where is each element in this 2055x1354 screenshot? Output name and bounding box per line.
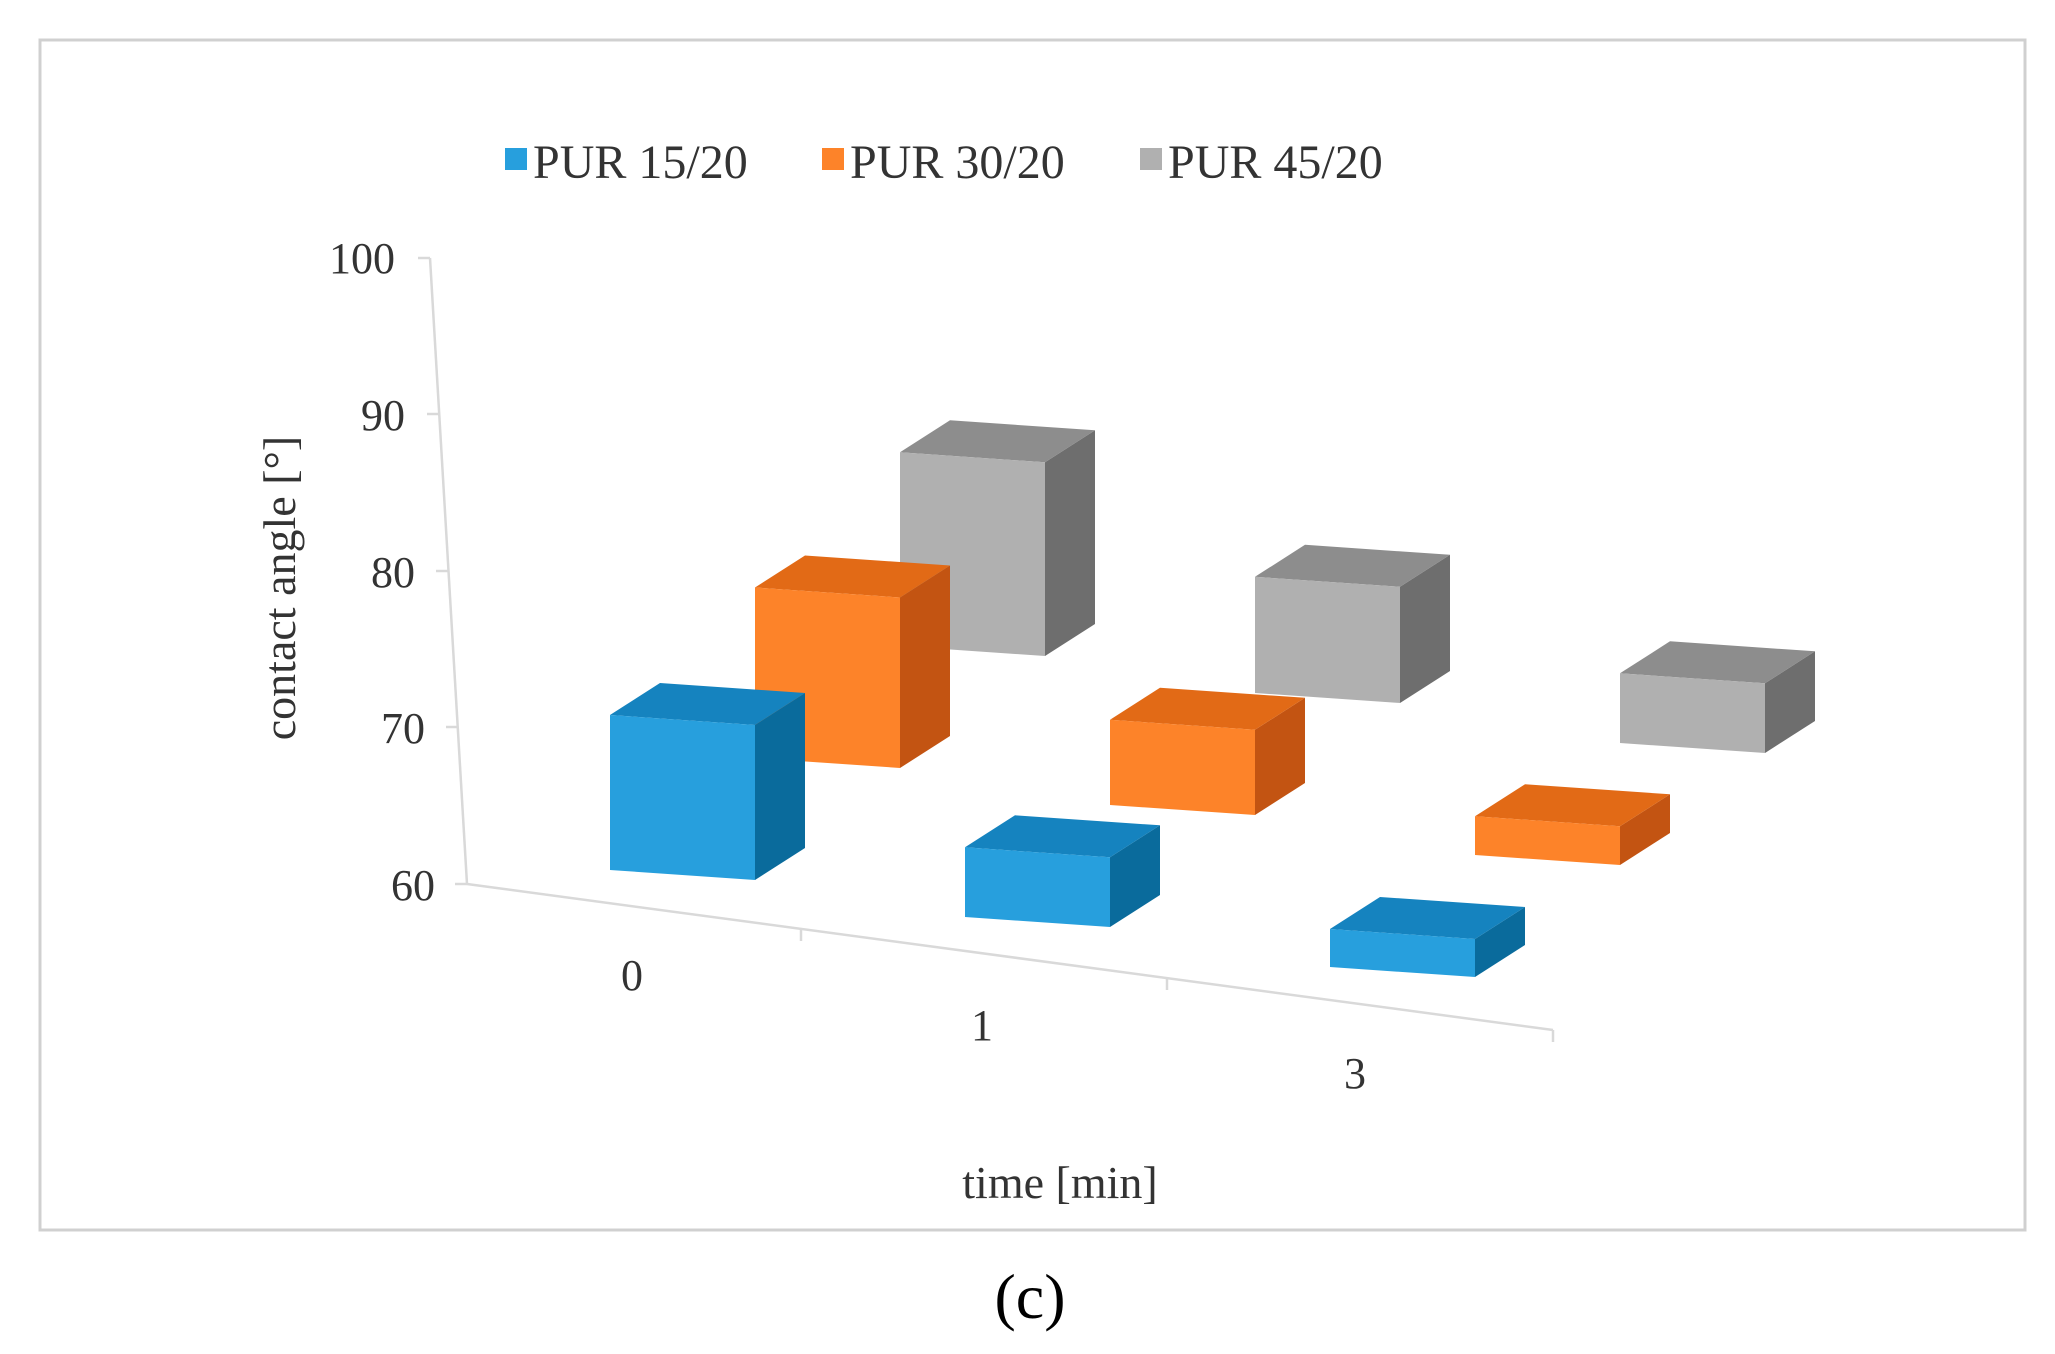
legend-swatch-0	[505, 148, 527, 170]
bar-side-series0-cat2	[1475, 907, 1525, 977]
y-tick-label-1: 90	[361, 391, 405, 440]
bars	[610, 420, 1815, 977]
bar-front-series2-cat2	[1620, 673, 1765, 753]
bar-front-series1-cat2	[1475, 816, 1620, 865]
bar-side-series2-cat2	[1765, 651, 1815, 753]
bar-top-series2-cat1	[1255, 544, 1450, 587]
y-tick-label-4: 60	[391, 861, 435, 910]
bar-front-series0-cat2	[1330, 929, 1475, 977]
bar-top-series0-cat1	[965, 815, 1160, 858]
x-axis-line	[466, 882, 1554, 1032]
bar-front-series1-cat1	[1110, 719, 1255, 815]
y-axis-label: contact angle [°]	[254, 436, 305, 740]
x-tick-label-2: 3	[1344, 1049, 1366, 1098]
bar-side-series1-cat1	[1255, 697, 1305, 815]
bar-top-series1-cat2	[1475, 784, 1670, 827]
legend-label-1: PUR 30/20	[850, 136, 1065, 189]
bar-side-series1-cat0	[900, 565, 950, 768]
legend: PUR 15/20 PUR 30/20 PUR 45/20	[505, 136, 1383, 189]
x-axis-label: time [min]	[962, 1157, 1157, 1208]
bar-front-series0-cat0	[610, 715, 755, 880]
x-tick-label-0: 0	[621, 951, 643, 1000]
bar-front-series0-cat1	[965, 847, 1110, 927]
bar-side-series2-cat1	[1400, 554, 1450, 703]
legend-swatch-1	[822, 148, 844, 170]
bar-top-series1-cat1	[1110, 687, 1305, 730]
bar-top-series0-cat0	[610, 683, 805, 725]
bar-top-series0-cat2	[1330, 897, 1525, 939]
bar-series2-cat2	[1620, 641, 1815, 753]
bar-series0-cat0	[610, 683, 805, 880]
legend-label-2: PUR 45/20	[1168, 136, 1383, 189]
bar-top-series2-cat0	[900, 420, 1095, 463]
bar-side-series1-cat2	[1620, 794, 1670, 865]
bar-side-series0-cat1	[1110, 825, 1160, 927]
y-tick-label-0: 100	[329, 234, 395, 283]
bar-side-series0-cat0	[755, 693, 805, 880]
legend-label-0: PUR 15/20	[533, 136, 748, 189]
y-axis: 100 90 80 70 60	[329, 234, 469, 910]
x-tick-label-1: 1	[971, 1001, 993, 1050]
y-tick-label-2: 80	[371, 548, 415, 597]
y-tick-label-3: 70	[381, 704, 425, 753]
x-axis: 0 1 3	[466, 882, 1555, 1098]
bar-side-series2-cat0	[1045, 430, 1095, 656]
bar-series1-cat1	[1110, 687, 1305, 815]
legend-swatch-2	[1140, 148, 1162, 170]
panel-label: (c)	[994, 1261, 1065, 1332]
bar-series0-cat1	[965, 815, 1160, 927]
bar-series2-cat1	[1255, 544, 1450, 703]
bar-series1-cat2	[1475, 784, 1670, 865]
bar-top-series2-cat2	[1620, 641, 1815, 684]
y-axis-line	[428, 257, 469, 885]
bar-series0-cat2	[1330, 897, 1525, 977]
bar-top-series1-cat0	[755, 555, 950, 598]
bar-front-series2-cat1	[1255, 576, 1400, 703]
